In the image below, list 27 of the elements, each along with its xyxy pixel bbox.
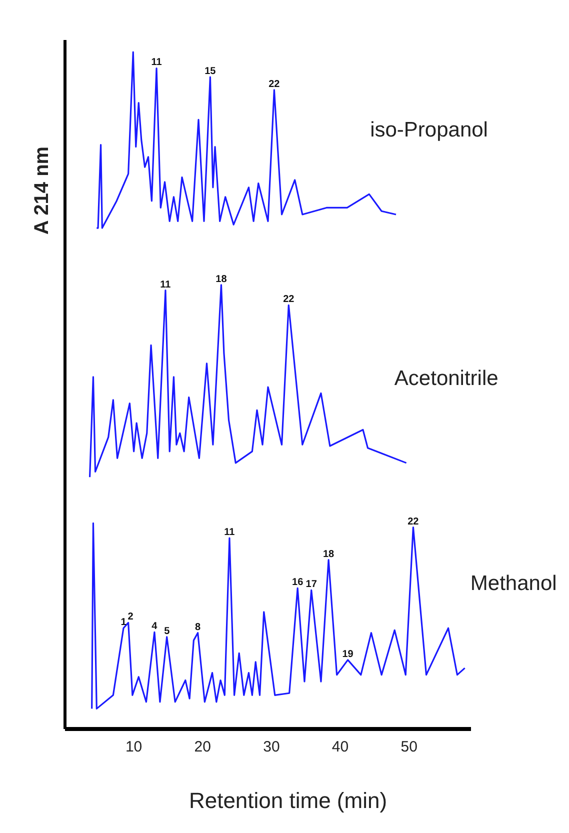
annotation: 22 bbox=[268, 78, 280, 90]
annotation: 22 bbox=[408, 516, 420, 528]
annotation: 11 bbox=[160, 279, 172, 290]
series-label: Methanol bbox=[470, 572, 557, 596]
annotation: 11 bbox=[224, 527, 236, 538]
annotation: 4 bbox=[152, 621, 158, 632]
annotation: 1 bbox=[120, 617, 127, 628]
x-tick-label: 30 bbox=[263, 738, 280, 756]
annotation: 11 bbox=[151, 57, 162, 68]
text: iso-Propanol bbox=[370, 118, 488, 142]
x-tick-label: 10 bbox=[125, 738, 142, 756]
annotation: 5 bbox=[164, 626, 170, 637]
annotation: 2 bbox=[128, 612, 134, 623]
annotation: 15 bbox=[204, 66, 216, 78]
annotation: 17 bbox=[306, 579, 318, 590]
annotation: 18 bbox=[322, 548, 335, 560]
x-tick-label: 20 bbox=[194, 738, 211, 756]
annotation: 19 bbox=[342, 648, 354, 660]
annotation: 22 bbox=[283, 294, 295, 306]
annotation: 8 bbox=[195, 622, 202, 633]
x-tick-label: 40 bbox=[332, 738, 349, 756]
x-tick-label: 50 bbox=[400, 738, 418, 756]
text: Acetonitrile bbox=[394, 366, 498, 390]
annotation: 18 bbox=[216, 274, 228, 285]
y-axis-title: A 214 nm bbox=[31, 146, 53, 235]
x-axis-title: Retention time (min) bbox=[188, 788, 388, 813]
annotation: 16 bbox=[292, 577, 304, 588]
